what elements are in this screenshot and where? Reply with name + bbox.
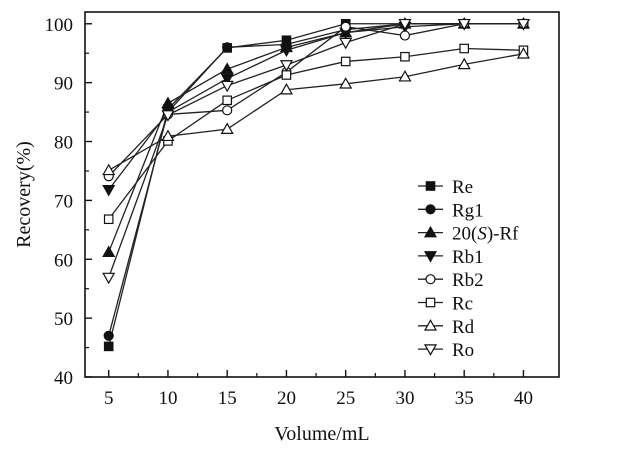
data-point: [222, 105, 233, 116]
legend-label: Rb1: [452, 247, 484, 268]
legend-item: Rg1: [418, 200, 484, 221]
legend-item: Ro: [418, 340, 474, 361]
data-point: [339, 77, 353, 89]
legend-marker: [423, 251, 438, 263]
legend-label: Ro: [452, 340, 474, 361]
data-point: [398, 18, 412, 31]
legend-item: 20(S)-Rf: [418, 224, 519, 245]
legend-label: Rc: [452, 294, 473, 315]
x-tick-label: 40: [514, 388, 533, 409]
data-point: [103, 330, 114, 341]
data-point: [279, 45, 293, 57]
legend-marker: [425, 181, 436, 191]
data-point: [103, 341, 114, 352]
y-tick-label: 90: [54, 74, 73, 95]
data-point: [516, 18, 530, 31]
legend-marker: [423, 344, 438, 356]
legend-item: Rb1: [418, 247, 484, 268]
data-point: [400, 51, 410, 62]
data-point: [340, 56, 351, 67]
data-point: [220, 80, 234, 93]
series-7: [102, 47, 530, 176]
y-tick-label: 50: [54, 309, 73, 330]
plot-area-frame: [84, 11, 560, 378]
data-point: [516, 47, 530, 59]
data-point: [340, 21, 351, 32]
y-axis-title: Recovery(%): [13, 141, 35, 248]
y-tick-label: 80: [54, 133, 73, 154]
x-tick-label: 20: [277, 388, 296, 409]
x-tick-label: 15: [218, 388, 237, 409]
data-point: [457, 18, 471, 31]
legend-item: Rc: [418, 294, 473, 315]
series-line: [108, 53, 524, 171]
data-point: [102, 245, 116, 257]
legend-label: Rb2: [452, 270, 484, 291]
series-8: [102, 18, 530, 285]
data-point: [161, 110, 175, 122]
x-tick-label: 10: [158, 388, 177, 409]
legend-item: Re: [418, 177, 473, 198]
data-point: [222, 42, 233, 53]
data-point: [161, 96, 175, 109]
data-point: [220, 62, 234, 74]
legend-label: Rg1: [452, 200, 484, 221]
legend-marker: [425, 274, 436, 285]
data-point: [457, 57, 471, 70]
legend-marker: [425, 204, 436, 215]
series-layer: [102, 17, 530, 352]
legend-label: Re: [452, 177, 473, 198]
series-line: [108, 47, 524, 220]
legend-label: 20(S)-Rf: [452, 224, 519, 245]
y-tick-label: 40: [54, 368, 73, 389]
legend-item: Rd: [418, 317, 475, 338]
x-tick-label: 30: [395, 388, 414, 409]
series-line: [108, 23, 524, 278]
series-line: [108, 23, 524, 177]
legend-marker: [425, 297, 436, 308]
x-tick-label: 25: [336, 388, 355, 409]
data-point: [281, 70, 292, 80]
y-tick-label: 100: [45, 15, 74, 36]
x-tick-label: 5: [104, 388, 114, 409]
y-tick-label: 60: [54, 250, 73, 271]
data-point: [161, 129, 175, 142]
data-point: [459, 43, 469, 54]
legend-marker: [423, 319, 438, 331]
data-point: [102, 163, 116, 176]
axis-ticks: [85, 23, 525, 378]
legend-marker: [423, 225, 438, 238]
data-point: [399, 30, 411, 41]
data-point: [102, 272, 116, 285]
data-point: [222, 95, 232, 106]
data-point: [279, 60, 293, 72]
axis-tick-labels: 5 10 15 20 25 30 35 40 40 50 60 70 80 90 100: [45, 15, 533, 409]
data-point: [279, 82, 293, 95]
data-point: [102, 184, 116, 197]
y-tick-label: 70: [54, 191, 73, 212]
legend-item: Rb2: [418, 270, 484, 291]
data-point: [398, 70, 412, 82]
x-tick-label: 35: [455, 388, 474, 409]
data-point: [220, 122, 234, 134]
legend-label: Rd: [452, 317, 475, 338]
data-point: [220, 73, 234, 86]
x-axis-title: Volume/mL: [274, 423, 369, 445]
data-point: [103, 214, 114, 225]
data-point: [339, 37, 353, 50]
